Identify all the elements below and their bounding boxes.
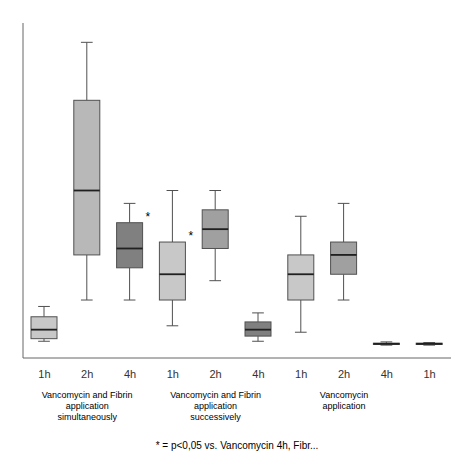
svg-text:application: application bbox=[66, 401, 109, 411]
svg-text:Vancomycin and Fibrin: Vancomycin and Fibrin bbox=[42, 390, 133, 400]
svg-text:4h: 4h bbox=[381, 368, 393, 380]
svg-text:4h: 4h bbox=[124, 368, 136, 380]
svg-text:1h: 1h bbox=[167, 368, 179, 380]
html-text:* = p<0,05 vs. Vancomycin 4h,: * = p<0,05 vs. Vancomycin 4h, Fibr... bbox=[155, 440, 319, 451]
svg-text:*: * bbox=[146, 210, 151, 224]
svg-text:2h: 2h bbox=[81, 368, 93, 380]
svg-text:Vancomycin and Fibrin: Vancomycin and Fibrin bbox=[170, 390, 261, 400]
svg-text:application: application bbox=[194, 401, 237, 411]
svg-text:*: * bbox=[188, 229, 193, 243]
svg-text:1h: 1h bbox=[38, 368, 50, 380]
svg-text:2h: 2h bbox=[338, 368, 350, 380]
svg-text:4h: 4h bbox=[252, 368, 264, 380]
svg-text:simultaneously: simultaneously bbox=[57, 412, 117, 422]
svg-text:successively: successively bbox=[190, 412, 241, 422]
svg-text:1h: 1h bbox=[295, 368, 307, 380]
svg-text:2h: 2h bbox=[209, 368, 221, 380]
svg-text:Vancomycin: Vancomycin bbox=[320, 390, 368, 400]
svg-text:application: application bbox=[322, 401, 365, 411]
svg-text:1h: 1h bbox=[423, 368, 435, 380]
